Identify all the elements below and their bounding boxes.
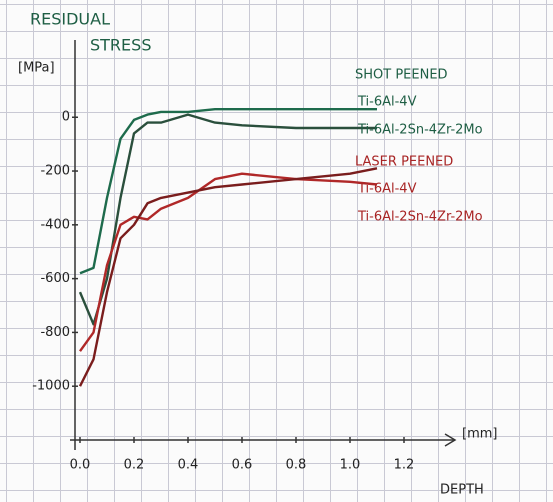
y-tick-label: -200 [40, 164, 70, 179]
y-tick-label: -400 [40, 217, 70, 232]
x-tick-label: 0.2 [124, 458, 145, 473]
y-tick-label: -800 [40, 325, 70, 340]
x-tick-label: 0.4 [178, 458, 199, 473]
series-line [78, 167, 378, 387]
series-line [79, 108, 377, 275]
legend-label: Ti-6Al-2Sn-4Zr-2Mo [357, 210, 483, 225]
chart-title: RESIDUAL [30, 10, 110, 29]
x-tick-label: 0.8 [286, 458, 307, 473]
x-tick-label: 1.2 [394, 458, 415, 473]
x-tick-label: 0.6 [232, 458, 253, 473]
legend-label: Ti-6Al-2Sn-4Zr-2Mo [357, 123, 483, 138]
series-line [78, 113, 377, 326]
series-line [79, 172, 378, 352]
legend-label: Ti-6Al-4V [357, 95, 417, 110]
legend-group-title: SHOT PEENED [355, 68, 448, 83]
y-axis-unit: [MPa] [18, 61, 55, 76]
y-tick-label: 0 [62, 110, 70, 125]
x-tick-label: 0.0 [70, 458, 91, 473]
y-tick-label: -600 [40, 271, 70, 286]
legend-label: Ti-6Al-4V [357, 182, 417, 197]
x-axis-arrow [444, 433, 457, 447]
x-axis-unit: [mm] [462, 427, 497, 442]
y-tick-label: -1000 [32, 379, 70, 394]
x-axis-title: DEPTH [440, 483, 484, 498]
chart-title: STRESS [90, 36, 151, 55]
legend-group-title: LASER PEENED [355, 155, 453, 170]
x-tick-label: 1.0 [340, 458, 361, 473]
